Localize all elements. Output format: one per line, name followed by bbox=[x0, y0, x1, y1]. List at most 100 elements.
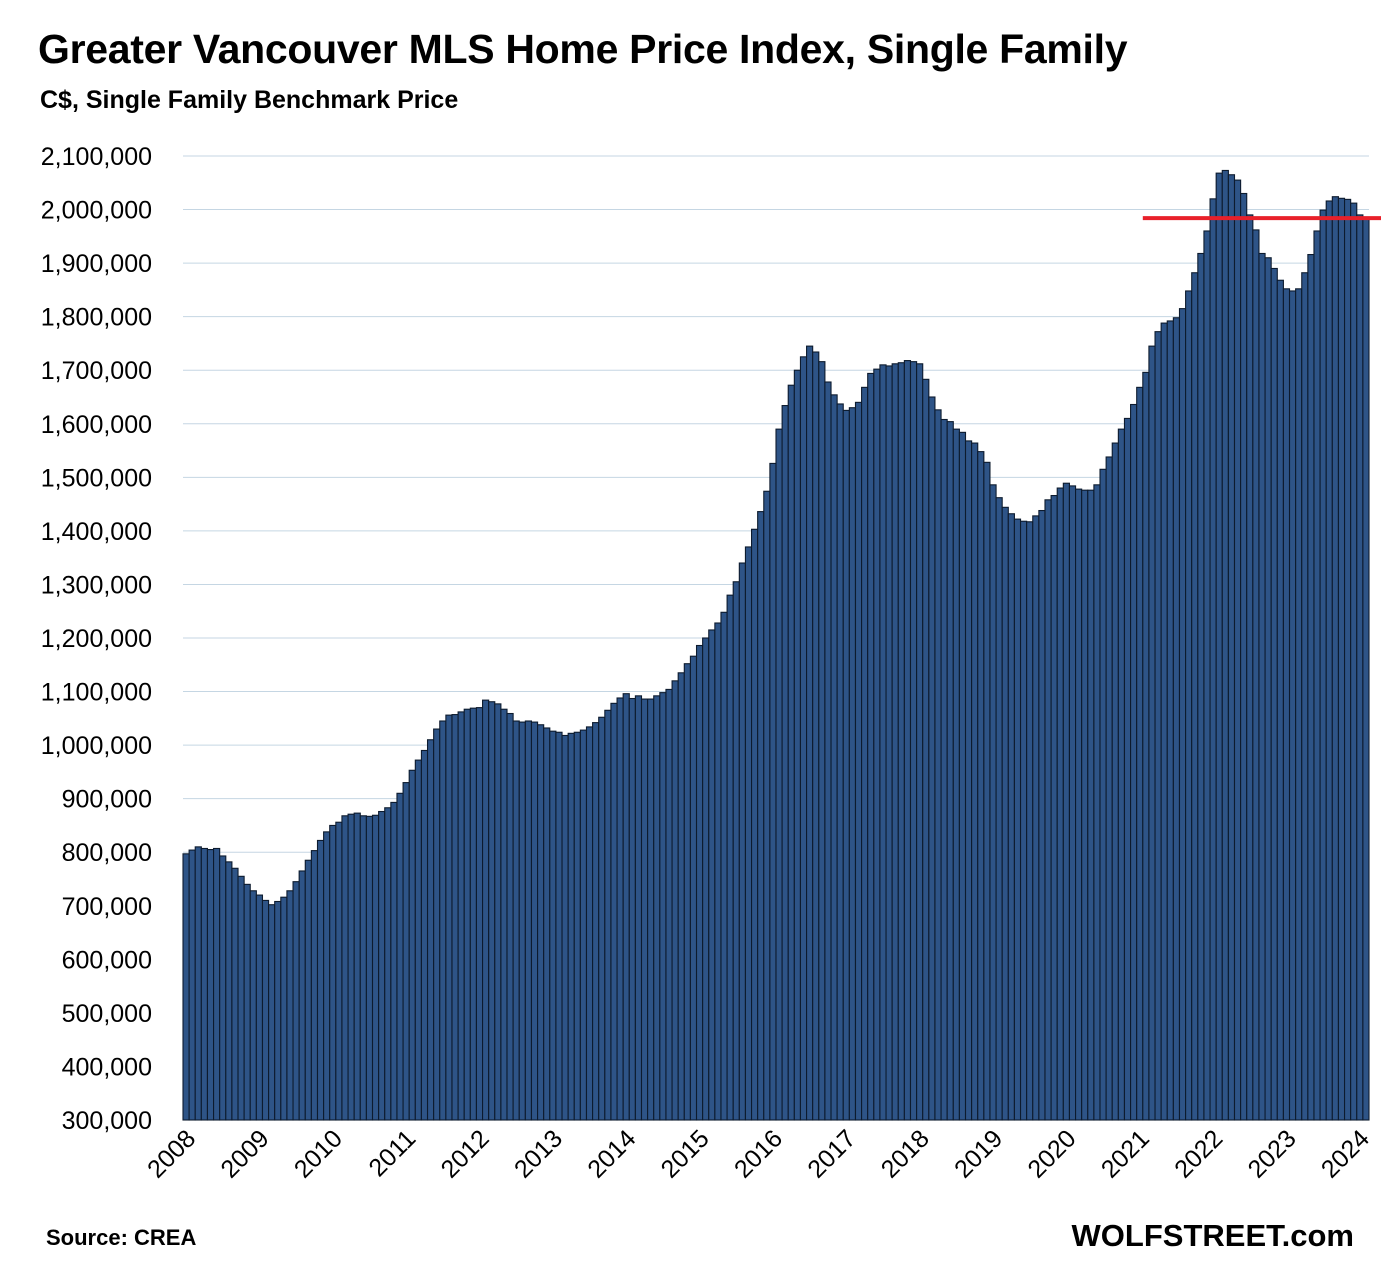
y-tick-label: 900,000 bbox=[62, 786, 152, 814]
bar bbox=[414, 759, 422, 1121]
x-tick-label: 2009 bbox=[215, 1124, 274, 1183]
bar bbox=[604, 709, 612, 1121]
bar bbox=[1258, 252, 1266, 1121]
bar bbox=[695, 644, 704, 1121]
bar bbox=[1154, 331, 1162, 1121]
bar bbox=[897, 362, 905, 1121]
bar bbox=[634, 695, 643, 1121]
bar bbox=[518, 721, 526, 1121]
bar bbox=[1001, 506, 1009, 1121]
bar bbox=[1227, 174, 1236, 1121]
bar bbox=[433, 728, 441, 1121]
bar bbox=[463, 708, 471, 1121]
bar bbox=[1270, 267, 1278, 1121]
y-tick-label: 1,300,000 bbox=[41, 571, 152, 599]
bar bbox=[1178, 308, 1187, 1121]
bar bbox=[787, 384, 795, 1121]
bar bbox=[598, 716, 606, 1121]
bar bbox=[971, 442, 979, 1121]
bar bbox=[573, 731, 581, 1121]
y-tick-label: 800,000 bbox=[62, 839, 152, 867]
bar bbox=[524, 720, 533, 1121]
bar bbox=[231, 867, 239, 1121]
bar bbox=[1313, 230, 1321, 1121]
bar bbox=[677, 672, 685, 1121]
bar bbox=[1215, 172, 1223, 1121]
bar bbox=[934, 409, 942, 1121]
bar bbox=[885, 365, 893, 1121]
bar bbox=[457, 711, 465, 1121]
bar bbox=[1203, 230, 1211, 1121]
bar bbox=[916, 363, 924, 1121]
bar bbox=[1246, 214, 1254, 1121]
bar bbox=[1050, 494, 1058, 1121]
bar bbox=[1307, 253, 1315, 1121]
bar bbox=[977, 451, 985, 1121]
bar bbox=[983, 461, 991, 1121]
bar bbox=[763, 490, 771, 1121]
bar bbox=[781, 405, 789, 1121]
bar bbox=[799, 356, 808, 1121]
bar bbox=[1295, 288, 1303, 1121]
y-tick-label: 1,200,000 bbox=[41, 625, 152, 653]
bar bbox=[1007, 513, 1015, 1121]
bar bbox=[537, 724, 545, 1121]
bar bbox=[732, 581, 740, 1121]
bar bbox=[653, 695, 661, 1121]
bar bbox=[964, 440, 973, 1121]
x-tick-label: 2013 bbox=[509, 1124, 568, 1183]
bar bbox=[280, 896, 288, 1121]
bar bbox=[940, 418, 948, 1121]
bar bbox=[659, 692, 667, 1121]
bar bbox=[1032, 515, 1040, 1121]
bar bbox=[1111, 442, 1119, 1121]
bar bbox=[806, 345, 814, 1121]
bar bbox=[640, 698, 649, 1121]
bar bbox=[1038, 509, 1046, 1121]
bar bbox=[1026, 521, 1034, 1121]
bar bbox=[683, 663, 691, 1121]
bar bbox=[1233, 179, 1242, 1121]
bar bbox=[922, 378, 930, 1121]
bar bbox=[286, 890, 294, 1121]
bar bbox=[219, 855, 227, 1121]
bar bbox=[824, 381, 832, 1121]
bar bbox=[842, 409, 850, 1121]
bar bbox=[396, 792, 404, 1121]
x-tick-label: 2023 bbox=[1243, 1124, 1302, 1183]
bar bbox=[1087, 489, 1095, 1121]
bar bbox=[469, 707, 477, 1121]
bar bbox=[708, 629, 716, 1121]
bar bbox=[1130, 403, 1138, 1121]
bar bbox=[995, 497, 1003, 1121]
x-tick-label: 2012 bbox=[436, 1124, 495, 1183]
bar bbox=[237, 875, 245, 1121]
bar bbox=[255, 894, 264, 1121]
bar bbox=[757, 511, 765, 1121]
y-axis-labels: 300,000 400,000 500,000 600,000 700,000 800,0… bbox=[41, 143, 152, 1135]
bar bbox=[182, 853, 190, 1121]
y-tick-label: 300,000 bbox=[62, 1107, 152, 1135]
x-tick-label: 2021 bbox=[1096, 1124, 1155, 1183]
bar bbox=[384, 807, 392, 1121]
bar bbox=[1264, 257, 1272, 1121]
bar bbox=[335, 821, 343, 1121]
bar bbox=[310, 850, 319, 1121]
bar bbox=[543, 727, 551, 1121]
bar bbox=[952, 428, 960, 1121]
x-tick-label: 2020 bbox=[1022, 1124, 1081, 1183]
bar bbox=[610, 702, 618, 1121]
bar bbox=[793, 369, 802, 1121]
bar bbox=[261, 899, 270, 1121]
bar bbox=[530, 721, 539, 1121]
bar bbox=[867, 372, 875, 1121]
bar bbox=[359, 815, 367, 1121]
bar bbox=[365, 815, 374, 1121]
bar bbox=[1105, 456, 1113, 1121]
bar bbox=[671, 680, 679, 1121]
bar bbox=[347, 813, 355, 1121]
bar bbox=[500, 708, 508, 1121]
bar bbox=[426, 739, 435, 1121]
bar bbox=[274, 900, 282, 1121]
